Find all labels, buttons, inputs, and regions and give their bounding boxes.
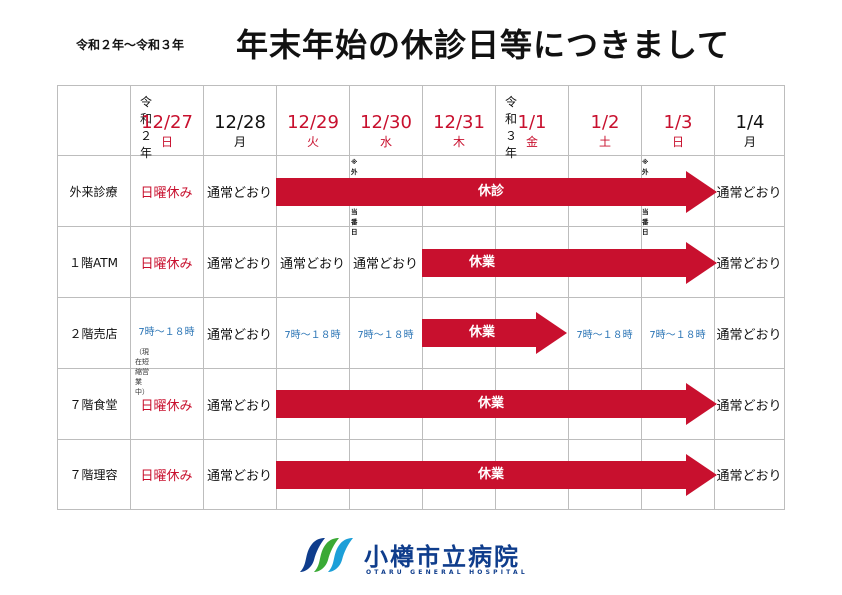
status-cell: 通常どおり (716, 185, 782, 201)
status-cell: 7時〜１８時 (284, 329, 341, 341)
status-cell: 7時〜１８時 (138, 326, 195, 338)
date-text: 1/1 (517, 112, 547, 133)
status-cell: 通常どおり (206, 398, 272, 414)
weekday-text: 月 (743, 135, 756, 149)
date-text: 12/31 (433, 112, 485, 133)
hospital-emblem-icon (300, 538, 353, 572)
status-cell: 通常どおり (206, 327, 272, 343)
date-column-1227: 12/27 日 (131, 112, 203, 150)
era-2021-label: 令和３年 (505, 95, 518, 160)
closed-period-arrow: 休業 (276, 454, 717, 496)
date-column-0104: 1/4 月 (714, 112, 786, 150)
date-column-0103: 1/3 日 (642, 112, 714, 150)
date-text: 1/2 (590, 112, 620, 133)
weekday-text: 金 (525, 135, 538, 149)
hospital-logo: 小樽市立病院 OTARU GENERAL HOSPITAL (294, 534, 525, 580)
arrow-head (536, 312, 567, 354)
row-label-shop: ２階売店 (69, 326, 118, 341)
status-cell: 通常どおり (716, 469, 782, 484)
grid-line (57, 85, 785, 86)
date-column-1228: 12/28 月 (204, 112, 276, 150)
date-text: 12/27 (141, 112, 193, 133)
row-label-cafeteria: ７階食堂 (69, 397, 118, 412)
arrow-head (686, 171, 717, 213)
grid-line (57, 368, 785, 369)
weekday-text: 日 (160, 135, 173, 149)
status-cell: 7時〜１８時 (649, 329, 706, 341)
arrow-shaft (276, 461, 686, 489)
status-cell: 7時〜１８時 (576, 329, 633, 341)
status-cell: 日曜休み (140, 398, 193, 414)
grid-line (57, 226, 785, 227)
page-title: 年末年始の休診日等につきまして (236, 26, 731, 64)
arrow-shaft (276, 390, 686, 418)
weekday-text: 木 (452, 135, 465, 149)
status-cell: 7時〜１８時 (357, 329, 414, 341)
grid-line (57, 297, 785, 298)
date-text: 12/30 (360, 112, 412, 133)
closed-period-arrow: 休業 (422, 312, 567, 354)
date-text: 1/4 (735, 112, 765, 133)
status-cell: 日曜休み (140, 256, 193, 272)
status-cell: 通常どおり (716, 327, 782, 343)
weekday-text: 水 (379, 135, 392, 149)
arrow-shaft (422, 249, 686, 277)
shortened-hours-note: （現在短縮営業中） (135, 348, 149, 396)
date-column-1231: 12/31 木 (423, 112, 495, 150)
closed-label: 休診 (477, 184, 504, 199)
grid-line (57, 155, 785, 156)
status-cell: 日曜休み (140, 469, 193, 484)
arrow-head (686, 242, 717, 284)
status-cell: 通常どおり (206, 185, 272, 201)
row-label-barber: ７階理容 (69, 468, 118, 482)
closed-label: 休業 (477, 467, 504, 482)
grid-line (57, 509, 785, 510)
weekday-text: 火 (306, 135, 319, 149)
status-cell: 通常どおり (716, 256, 782, 272)
hospital-name-english: OTARU GENERAL HOSPITAL (366, 569, 528, 576)
date-text: 12/28 (214, 112, 266, 133)
date-text: 12/29 (287, 112, 339, 133)
era-range-label: 令和２年〜令和３年 (76, 38, 185, 52)
closed-period-arrow: 休業 (276, 383, 717, 425)
weekday-text: 月 (233, 135, 246, 149)
grid-line (57, 439, 785, 440)
status-cell: 通常どおり (206, 469, 272, 484)
date-text: 1/3 (663, 112, 693, 133)
closed-label: 休業 (468, 255, 495, 270)
closed-period-arrow: 休診 (276, 171, 717, 213)
status-cell: 通常どおり (279, 256, 345, 272)
status-cell: 通常どおり (716, 398, 782, 414)
row-label-atm: １階ATM (69, 255, 118, 270)
arrow-head (686, 383, 717, 425)
status-cell: 通常どおり (206, 256, 272, 272)
closed-period-arrow: 休業 (422, 242, 717, 284)
date-column-0102: 1/2 土 (569, 112, 641, 150)
row-label-outpatient: 外来診療 (69, 184, 118, 199)
closed-label: 休業 (468, 325, 495, 340)
weekday-text: 土 (598, 135, 611, 149)
arrow-head (686, 454, 717, 496)
arrow-shaft (422, 319, 536, 347)
hospital-name: 小樽市立病院 (364, 543, 520, 571)
date-column-1230: 12/30 水 (350, 112, 422, 150)
status-cell: 通常どおり (352, 256, 418, 272)
date-column-0101: 1/1 金 (496, 112, 568, 150)
status-cell: 日曜休み (140, 185, 193, 201)
closed-label: 休業 (477, 396, 504, 411)
arrow-shaft (276, 178, 686, 206)
weekday-text: 日 (671, 135, 684, 149)
date-column-1229: 12/29 火 (277, 112, 349, 150)
era-2020-label: 令和２年 (140, 95, 153, 160)
